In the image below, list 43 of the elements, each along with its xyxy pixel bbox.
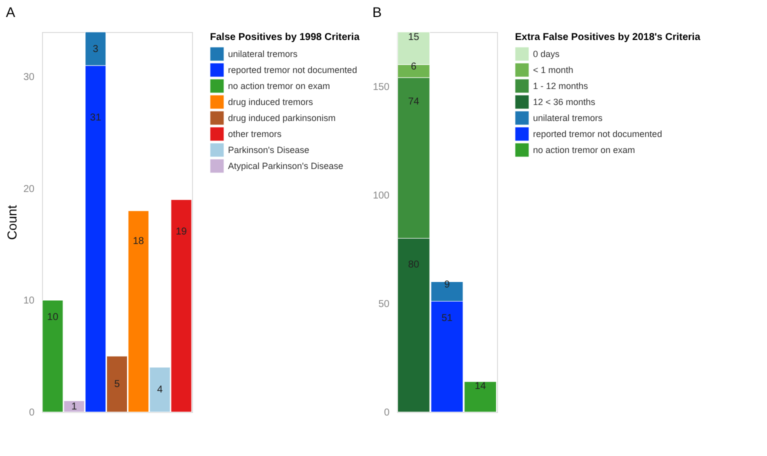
legend-label: Atypical Parkinson's Disease	[228, 161, 344, 171]
data-label: 6	[410, 62, 417, 73]
y-tick-label: 150	[372, 82, 390, 93]
legend-label: < 1 month	[533, 65, 574, 75]
data-label: 15	[408, 32, 420, 43]
y-tick-label: 30	[23, 72, 35, 84]
legend-label: 0 days	[533, 49, 560, 59]
y-tick-label: 0	[28, 408, 35, 418]
legend-label: unilateral tremors	[228, 49, 298, 59]
data-label: 80	[408, 259, 420, 270]
y-tick-label: 100	[372, 190, 390, 202]
legend-label: reported tremor not documented	[228, 65, 358, 75]
y-tick-label: 10	[23, 296, 35, 307]
data-label: 5	[114, 379, 120, 390]
chart-title: A	[6, 4, 16, 20]
legend-label: no action tremor on exam	[228, 81, 330, 91]
data-label: 51	[441, 312, 453, 324]
data-label: 10	[47, 312, 59, 323]
legend-title: Extra False Positives by 2018's Criteria	[515, 32, 701, 43]
y-tick-label: 20	[23, 184, 35, 195]
legend-label: unilateral tremors	[533, 113, 604, 123]
legend-label: 1 - 12 months	[533, 81, 589, 91]
y-tick-label: 50	[378, 298, 390, 310]
data-label: 9	[444, 280, 450, 291]
data-label: 1	[71, 401, 78, 412]
data-label: 31	[90, 112, 102, 124]
legend-label: reported tremor not documented	[533, 129, 662, 139]
data-label: 19	[176, 226, 188, 238]
data-label: 18	[132, 236, 144, 247]
legend-label: drug induced tremors	[228, 97, 314, 107]
data-label: 74	[408, 96, 420, 108]
legend-title: False Positives by 1998 Criteria	[210, 32, 360, 43]
data-label: 14	[474, 381, 486, 392]
data-label: 4	[157, 384, 164, 396]
legend-label: 12 < 36 months	[533, 97, 596, 107]
y-axis-title: Count	[4, 204, 20, 240]
y-tick-label: 0	[384, 408, 390, 418]
legend-label: other tremors	[228, 129, 282, 139]
legend-label: no action tremor on exam	[533, 145, 636, 155]
legend-label: Parkinson's Disease	[228, 145, 310, 155]
chart-title: B	[372, 4, 382, 20]
data-label: 3	[92, 44, 99, 55]
legend-label: drug induced parkinsonism	[228, 113, 336, 123]
